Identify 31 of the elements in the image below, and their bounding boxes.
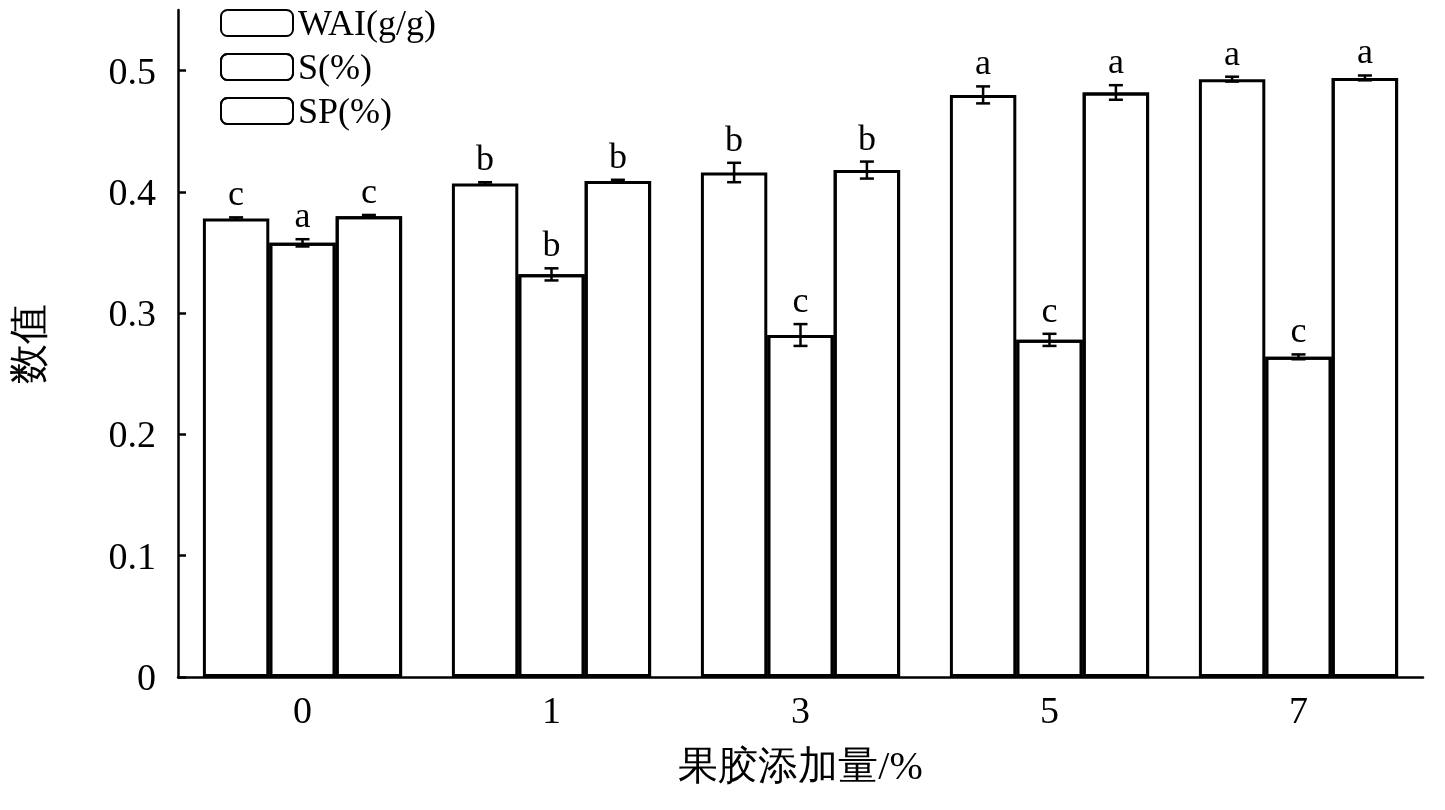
x-axis-title: 果胶添加量/% [678,742,923,788]
y-tick-label: 0 [137,656,156,698]
x-tick-label: 3 [791,689,810,731]
data-label: c [360,170,377,211]
data-label: a [1224,32,1241,73]
x-tick-label: 5 [1040,689,1059,731]
y-axis-title: 数值 [5,303,51,384]
y-tick-label: 0.4 [108,170,156,213]
y-tick-label: 0.2 [108,413,156,456]
data-label: b [608,135,627,176]
data-label: b [476,138,495,179]
data-label: a [1107,41,1124,82]
x-tick-label: 1 [542,689,561,731]
y-tick-label: 0.1 [108,534,156,577]
legend-label: SP(%) [298,91,393,131]
data-label: a [975,42,992,83]
data-label: b [542,224,561,265]
x-tick-label: 0 [293,689,312,731]
data-label: c [1041,289,1058,330]
y-tick-label: 0.5 [108,49,156,92]
legend-label: WAI(g/g) [298,3,436,43]
data-label: c [1290,310,1307,351]
data-label: a [1356,31,1373,72]
x-tick-label: 7 [1289,689,1308,731]
data-label: a [294,195,311,236]
data-label: b [725,118,744,159]
data-label: c [792,280,809,321]
y-tick-label: 0.3 [108,292,156,335]
data-label: b [857,117,876,158]
legend-label: S(%) [298,47,372,87]
data-label: c [228,173,245,214]
